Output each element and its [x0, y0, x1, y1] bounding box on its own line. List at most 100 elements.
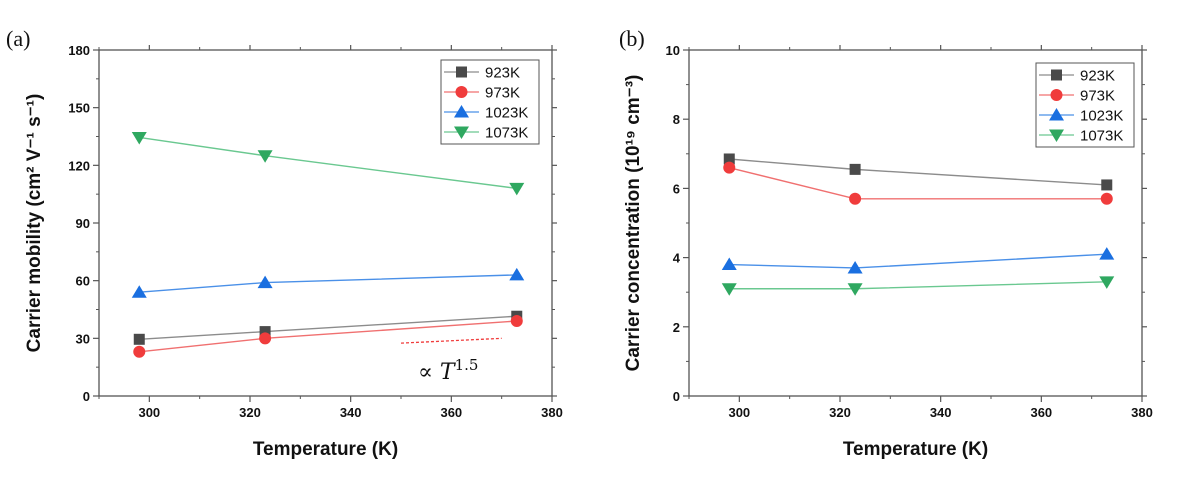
- y-tick-label: 150: [68, 101, 90, 116]
- panel-a-mobility: (a) 0 30 60 90 120 150 180 300 320 340 360 380 Temper…: [6, 26, 563, 460]
- x-axis-title: Temperature (K): [843, 439, 988, 460]
- y-tick-label: 10: [666, 43, 680, 58]
- data-point: [1099, 247, 1115, 260]
- y-tick-label: 90: [76, 216, 90, 231]
- legend-item-973K: 973K: [444, 85, 520, 102]
- data-point: [509, 182, 525, 196]
- y-tick-label: 180: [68, 43, 90, 58]
- y-axis-title: Carrier mobility (cm² V⁻¹ s⁻¹): [24, 94, 45, 353]
- legend-item-973K: 973K: [1039, 88, 1115, 105]
- variable-T: T: [440, 360, 457, 385]
- series-1023K: [131, 267, 525, 298]
- legend-label: 1023K: [485, 105, 528, 122]
- y-tick-label: 4: [673, 251, 681, 266]
- x-tick-label: 340: [340, 405, 362, 420]
- data-point: [509, 267, 525, 281]
- y-tick-label: 120: [68, 158, 90, 173]
- legend-marker: [1051, 69, 1062, 81]
- x-tick-label: 320: [239, 405, 261, 420]
- legend-marker: [1049, 108, 1064, 121]
- legend-label: 923K: [485, 65, 520, 82]
- legend-item-1023K: 1023K: [1039, 108, 1123, 125]
- y-tick-label: 0: [83, 389, 90, 404]
- series-973K: [133, 315, 523, 358]
- x-axis-title: Temperature (K): [253, 439, 398, 460]
- x-tick-label: 380: [541, 405, 563, 420]
- legend-label: 973K: [1080, 88, 1115, 105]
- data-point: [849, 163, 861, 175]
- y-tick-label: 8: [673, 112, 680, 127]
- legend-marker: [455, 86, 468, 98]
- data-point: [1099, 276, 1115, 289]
- series-line: [729, 253, 1107, 269]
- legend: 923K 973K 1023K 1073K: [440, 59, 540, 145]
- proportional-symbol: ∝: [418, 360, 440, 385]
- reference-slope-line: [400, 337, 502, 344]
- panel-label: (b): [619, 26, 645, 51]
- legend-item-1073K: 1073K: [444, 125, 528, 142]
- reference-slope-label: ∝ T1.5: [418, 356, 478, 385]
- panel-label: (a): [6, 26, 30, 51]
- data-point: [257, 275, 273, 289]
- data-point: [510, 315, 523, 328]
- series-1023K: [721, 247, 1115, 274]
- data-point: [847, 260, 863, 274]
- exponent: 1.5: [455, 356, 479, 374]
- series-line: [729, 166, 1107, 200]
- x-tick-label: 360: [1030, 405, 1052, 420]
- legend-label: 1073K: [485, 125, 528, 142]
- legend-label: 1073K: [1080, 128, 1123, 145]
- x-tick-label: 380: [1131, 405, 1153, 420]
- series-line: [139, 136, 517, 190]
- data-point: [259, 332, 272, 345]
- series-923K: [723, 153, 1113, 191]
- legend: 923K 973K 1023K 1073K: [1035, 62, 1135, 148]
- x-tick-label: 340: [930, 405, 952, 420]
- legend-item-923K: 923K: [444, 65, 520, 82]
- x-tick-label: 360: [440, 405, 462, 420]
- series-line: [139, 274, 517, 293]
- x-tick-label: 300: [138, 405, 160, 420]
- y-tick-label: 6: [673, 181, 680, 196]
- series-line: [729, 281, 1107, 290]
- y-tick-label: 30: [76, 331, 90, 346]
- legend-item-1073K: 1073K: [1039, 128, 1123, 145]
- data-point: [1100, 192, 1113, 205]
- y-tick-label: 0: [673, 389, 680, 404]
- data-point: [849, 192, 862, 205]
- data-point: [723, 153, 735, 165]
- y-tick-label: 2: [673, 320, 680, 335]
- data-point: [131, 285, 147, 298]
- legend-marker: [1049, 129, 1064, 142]
- data-point: [721, 257, 737, 271]
- y-axis-title: Carrier concentration (10¹⁹ cm⁻³): [623, 75, 644, 372]
- legend-item-1023K: 1023K: [444, 105, 528, 122]
- panel-b-concentration: (b) 0 2 4 6 8 10 300 320 340 360 380 Temperature (K)…: [619, 26, 1153, 460]
- legend-label: 1023K: [1080, 108, 1123, 125]
- series-923K: [133, 310, 523, 345]
- data-point: [1101, 179, 1113, 191]
- legend-marker: [1050, 89, 1063, 101]
- series-1073K: [131, 131, 525, 196]
- legend-label: 973K: [485, 85, 520, 102]
- series-line: [139, 315, 517, 340]
- data-point: [133, 345, 146, 358]
- data-point: [723, 161, 736, 174]
- data-point: [133, 333, 145, 345]
- legend-label: 923K: [1080, 68, 1115, 85]
- legend-marker: [454, 105, 469, 118]
- legend-marker: [454, 126, 469, 139]
- x-tick-label: 320: [829, 405, 851, 420]
- data-point: [257, 150, 273, 163]
- data-point: [721, 283, 737, 296]
- data-point: [259, 326, 271, 338]
- data-point: [131, 131, 147, 145]
- legend-item-923K: 923K: [1039, 68, 1115, 85]
- data-point: [847, 283, 863, 296]
- series-973K: [723, 161, 1113, 205]
- y-tick-label: 60: [76, 274, 90, 289]
- legend-marker: [456, 66, 467, 78]
- series-1073K: [721, 276, 1115, 296]
- x-tick-label: 300: [728, 405, 750, 420]
